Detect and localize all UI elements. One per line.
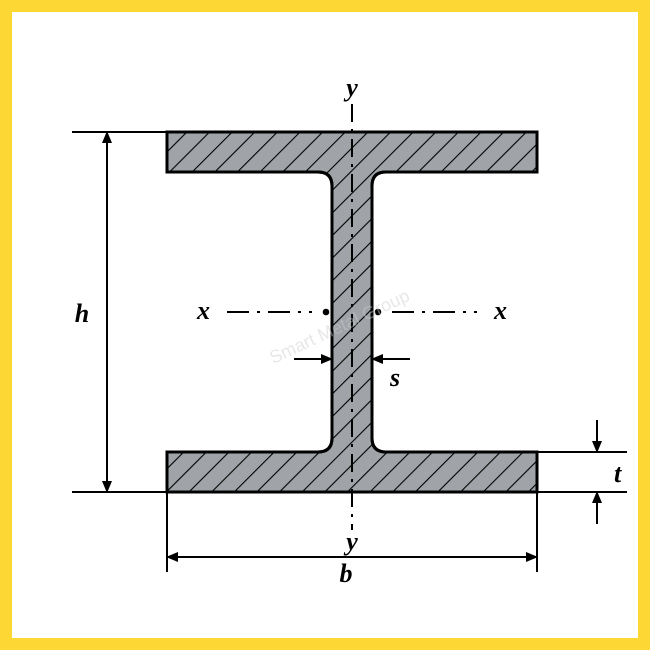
label-y-top: y	[343, 73, 358, 102]
label-y-bot: y	[343, 527, 358, 556]
label-b: b	[340, 559, 353, 588]
label-x-left: x	[196, 296, 210, 325]
beam-diagram: y y x x h b t s Smart Metal Group	[12, 12, 638, 638]
label-t: t	[614, 459, 622, 488]
diagram-frame: y y x x h b t s Smart Metal Group	[0, 0, 650, 650]
label-h: h	[75, 299, 89, 328]
label-s: s	[389, 363, 400, 392]
label-x-right: x	[493, 296, 507, 325]
